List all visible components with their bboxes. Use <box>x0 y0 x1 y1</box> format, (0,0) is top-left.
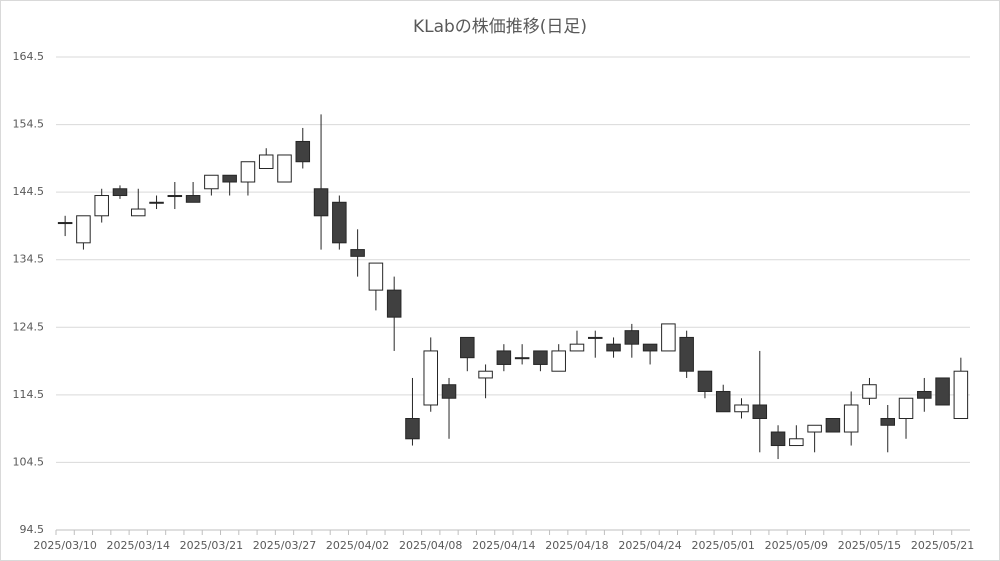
candle-body <box>386 289 402 318</box>
y-tick-label: 124.5 <box>13 320 45 333</box>
candle-body <box>734 404 749 413</box>
candle-body <box>789 438 804 447</box>
candle-body <box>715 390 731 413</box>
candle-body <box>204 174 219 190</box>
candle-body <box>478 370 493 379</box>
x-tick-label: 2025/03/27 <box>253 539 316 552</box>
candle-body <box>277 154 292 183</box>
candle-body <box>587 336 603 339</box>
y-tick-label: 104.5 <box>13 455 45 468</box>
candle-body <box>953 370 969 420</box>
x-tick-label: 2025/04/18 <box>545 539 608 552</box>
candle-body <box>423 350 439 406</box>
candle-body <box>222 174 237 183</box>
candle-body <box>167 195 183 198</box>
x-tick-label: 2025/05/15 <box>838 539 901 552</box>
candle-body <box>642 343 658 352</box>
y-tick-label: 94.5 <box>20 523 45 536</box>
x-tick-label: 2025/05/01 <box>692 539 755 552</box>
candle-body <box>917 390 932 399</box>
candle-body <box>258 154 274 169</box>
candle-body <box>606 343 621 352</box>
candle-body <box>149 201 164 204</box>
candle-body <box>624 330 640 345</box>
candle-body <box>368 262 384 291</box>
candle-body <box>112 188 128 197</box>
candle-body <box>661 323 676 352</box>
candle-body <box>551 350 566 372</box>
candle-body <box>752 404 768 420</box>
x-tick-label: 2025/04/08 <box>399 539 462 552</box>
candle-body <box>130 208 146 217</box>
x-tick-label: 2025/03/21 <box>180 539 243 552</box>
x-tick-label: 2025/05/21 <box>911 539 974 552</box>
candle-body <box>880 418 896 426</box>
x-tick-label: 2025/03/14 <box>107 539 170 552</box>
candle-body <box>332 201 347 244</box>
candle-body <box>496 350 512 365</box>
candle-body <box>94 195 109 217</box>
candle-body <box>405 418 420 440</box>
candle-body <box>770 431 786 447</box>
candle-body <box>460 336 475 359</box>
candle-body <box>807 424 822 433</box>
candle-body <box>76 215 91 244</box>
candle-body <box>679 336 694 372</box>
candle-body <box>295 140 311 163</box>
chart-title: KLabの株価推移(日足) <box>413 17 587 37</box>
candle-body <box>862 384 877 399</box>
candle-body <box>569 343 585 352</box>
candle-body <box>441 384 457 399</box>
candle-body <box>514 357 530 360</box>
x-tick-label: 2025/05/09 <box>765 539 828 552</box>
y-tick-label: 134.5 <box>13 253 45 266</box>
candle-body <box>533 350 548 365</box>
candle-body <box>825 418 841 433</box>
y-tick-label: 164.5 <box>13 50 45 63</box>
y-tick-label: 154.5 <box>13 118 45 131</box>
candle-body <box>697 370 713 392</box>
x-tick-label: 2025/03/10 <box>33 539 96 552</box>
candle-body <box>185 195 201 203</box>
candle-body <box>57 222 73 225</box>
candle-body <box>898 397 914 420</box>
y-tick-label: 114.5 <box>13 388 45 401</box>
x-tick-label: 2025/04/02 <box>326 539 389 552</box>
candle-body <box>843 404 859 433</box>
candle-body <box>313 188 329 217</box>
candle-body <box>935 377 950 406</box>
x-tick-label: 2025/04/14 <box>472 539 535 552</box>
candle-body <box>350 249 365 257</box>
candle-body <box>240 161 256 183</box>
y-tick-label: 144.5 <box>13 185 45 198</box>
x-tick-label: 2025/04/24 <box>618 539 681 552</box>
